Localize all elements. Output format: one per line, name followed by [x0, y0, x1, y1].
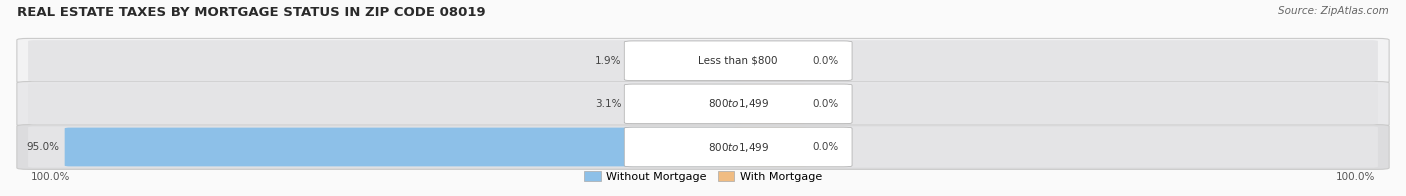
Text: 3.1%: 3.1% [595, 99, 621, 109]
Legend: Without Mortgage, With Mortgage: Without Mortgage, With Mortgage [579, 167, 827, 187]
FancyBboxPatch shape [720, 41, 744, 80]
Text: 0.0%: 0.0% [813, 99, 839, 109]
Text: 100.0%: 100.0% [31, 172, 70, 182]
FancyBboxPatch shape [28, 40, 1378, 81]
Text: Less than $800: Less than $800 [699, 56, 778, 66]
FancyBboxPatch shape [65, 128, 744, 166]
Text: $800 to $1,499: $800 to $1,499 [707, 141, 769, 153]
FancyBboxPatch shape [624, 41, 852, 81]
FancyBboxPatch shape [624, 84, 852, 124]
Text: Source: ZipAtlas.com: Source: ZipAtlas.com [1278, 6, 1389, 16]
FancyBboxPatch shape [17, 82, 1389, 126]
Text: 95.0%: 95.0% [27, 142, 59, 152]
FancyBboxPatch shape [733, 128, 807, 166]
FancyBboxPatch shape [17, 38, 1389, 83]
Text: $800 to $1,499: $800 to $1,499 [707, 97, 769, 110]
Text: 100.0%: 100.0% [1336, 172, 1375, 182]
FancyBboxPatch shape [28, 126, 1378, 168]
Text: 0.0%: 0.0% [813, 142, 839, 152]
FancyBboxPatch shape [733, 84, 807, 123]
FancyBboxPatch shape [733, 41, 807, 80]
FancyBboxPatch shape [17, 125, 1389, 169]
FancyBboxPatch shape [624, 127, 852, 167]
Text: 0.0%: 0.0% [813, 56, 839, 66]
Text: 1.9%: 1.9% [595, 56, 621, 66]
FancyBboxPatch shape [711, 84, 744, 123]
FancyBboxPatch shape [28, 83, 1378, 124]
Text: REAL ESTATE TAXES BY MORTGAGE STATUS IN ZIP CODE 08019: REAL ESTATE TAXES BY MORTGAGE STATUS IN … [17, 6, 485, 19]
